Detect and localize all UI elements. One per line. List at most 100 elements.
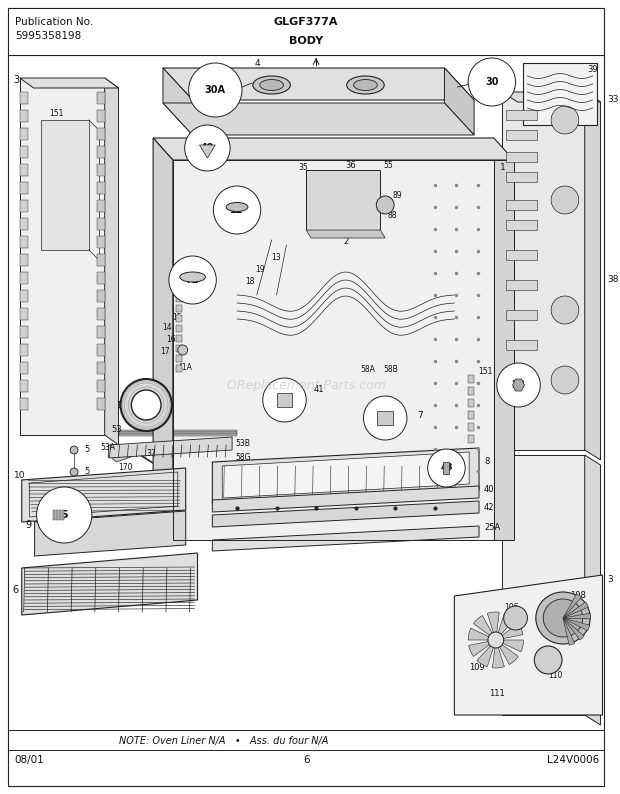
Circle shape bbox=[169, 256, 216, 304]
Bar bbox=[468, 435, 474, 443]
Text: 36: 36 bbox=[346, 160, 356, 169]
Bar bbox=[468, 375, 474, 383]
Text: 110: 110 bbox=[548, 672, 562, 680]
Text: 10: 10 bbox=[14, 472, 25, 480]
Circle shape bbox=[376, 196, 394, 214]
Text: 19: 19 bbox=[255, 265, 265, 275]
Polygon shape bbox=[153, 138, 173, 540]
Bar bbox=[97, 182, 105, 194]
Polygon shape bbox=[477, 640, 496, 667]
Bar bbox=[523, 63, 596, 125]
Bar bbox=[506, 200, 538, 210]
Bar bbox=[97, 326, 105, 338]
Bar bbox=[97, 164, 105, 176]
Text: 25A: 25A bbox=[484, 522, 500, 531]
Text: 35: 35 bbox=[298, 164, 308, 172]
Ellipse shape bbox=[536, 592, 590, 644]
Bar bbox=[20, 128, 28, 140]
Bar bbox=[60, 510, 61, 520]
Circle shape bbox=[37, 487, 92, 543]
Bar bbox=[20, 308, 28, 320]
Polygon shape bbox=[213, 486, 479, 512]
Text: 7A: 7A bbox=[185, 276, 196, 284]
Circle shape bbox=[503, 606, 528, 630]
Polygon shape bbox=[585, 455, 601, 725]
Polygon shape bbox=[496, 614, 515, 640]
Text: NOTE: Oven Liner N/A   •   Ass. du four N/A: NOTE: Oven Liner N/A • Ass. du four N/A bbox=[118, 736, 328, 746]
Bar bbox=[118, 434, 237, 436]
Bar bbox=[97, 344, 105, 356]
Text: 107: 107 bbox=[117, 400, 133, 410]
Text: 42: 42 bbox=[484, 503, 495, 511]
Text: 37: 37 bbox=[146, 449, 156, 457]
Bar bbox=[20, 380, 28, 392]
Polygon shape bbox=[492, 640, 505, 668]
Bar bbox=[20, 290, 28, 302]
Bar bbox=[20, 254, 28, 266]
Bar bbox=[97, 380, 105, 392]
Text: 2: 2 bbox=[343, 237, 349, 246]
Text: 16: 16 bbox=[166, 336, 175, 345]
Circle shape bbox=[263, 378, 306, 422]
Ellipse shape bbox=[543, 599, 583, 637]
Polygon shape bbox=[20, 78, 105, 435]
Text: 6: 6 bbox=[303, 755, 309, 765]
Circle shape bbox=[188, 63, 242, 117]
Text: 14: 14 bbox=[162, 323, 172, 333]
Text: 53A: 53A bbox=[100, 444, 116, 453]
Text: 1: 1 bbox=[500, 164, 505, 172]
Text: 151: 151 bbox=[50, 109, 64, 118]
Bar bbox=[97, 110, 105, 122]
Text: 41A: 41A bbox=[178, 364, 193, 372]
Bar bbox=[97, 254, 105, 266]
Text: 170: 170 bbox=[118, 462, 133, 472]
Wedge shape bbox=[563, 594, 582, 618]
Polygon shape bbox=[42, 120, 89, 250]
Bar bbox=[176, 365, 182, 372]
Bar bbox=[97, 272, 105, 284]
Text: 151: 151 bbox=[478, 368, 492, 376]
Bar bbox=[56, 510, 58, 520]
Text: 8: 8 bbox=[484, 457, 489, 467]
Wedge shape bbox=[563, 618, 584, 640]
Polygon shape bbox=[502, 92, 601, 102]
Bar bbox=[176, 325, 182, 332]
Text: 53B: 53B bbox=[235, 438, 250, 448]
Wedge shape bbox=[563, 602, 588, 618]
Polygon shape bbox=[213, 501, 479, 527]
Bar bbox=[97, 128, 105, 140]
Bar bbox=[97, 290, 105, 302]
Bar bbox=[468, 423, 474, 431]
Polygon shape bbox=[496, 640, 523, 652]
Bar bbox=[20, 344, 28, 356]
Bar bbox=[97, 398, 105, 410]
Polygon shape bbox=[35, 511, 185, 556]
Bar bbox=[506, 110, 538, 120]
Polygon shape bbox=[468, 628, 496, 640]
Text: 7: 7 bbox=[417, 410, 423, 419]
Text: 28: 28 bbox=[512, 380, 525, 390]
Wedge shape bbox=[563, 618, 575, 646]
Bar bbox=[468, 411, 474, 419]
Bar bbox=[176, 295, 182, 302]
Text: 72: 72 bbox=[186, 275, 200, 285]
Bar bbox=[506, 280, 538, 290]
Bar bbox=[506, 310, 538, 320]
Bar bbox=[20, 398, 28, 410]
Circle shape bbox=[497, 363, 540, 407]
Polygon shape bbox=[173, 160, 494, 540]
Text: 3: 3 bbox=[608, 576, 613, 584]
Text: L24V0006: L24V0006 bbox=[547, 755, 600, 765]
Circle shape bbox=[131, 390, 161, 420]
Text: 21: 21 bbox=[378, 413, 392, 423]
Bar bbox=[468, 387, 474, 395]
Text: 30: 30 bbox=[485, 77, 498, 87]
Bar bbox=[20, 146, 28, 158]
Bar bbox=[20, 326, 28, 338]
Circle shape bbox=[488, 632, 503, 648]
Circle shape bbox=[534, 646, 562, 674]
Bar bbox=[506, 152, 538, 162]
Circle shape bbox=[120, 379, 172, 431]
Text: 9: 9 bbox=[25, 520, 32, 530]
Text: Publication No.: Publication No. bbox=[15, 17, 93, 27]
